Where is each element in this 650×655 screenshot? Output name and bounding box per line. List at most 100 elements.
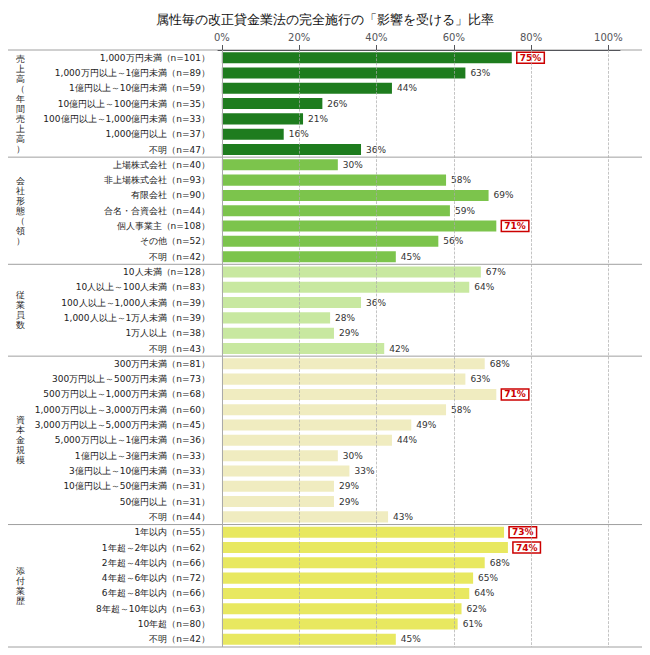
svg-text:規: 規 [16, 445, 25, 455]
svg-text:29%: 29% [339, 481, 359, 491]
svg-text:社: 社 [16, 186, 25, 196]
svg-text:64%: 64% [474, 588, 494, 598]
svg-text:59%: 59% [455, 206, 475, 216]
svg-text:（: （ [16, 216, 25, 226]
svg-text:1,000万円未満（n=101）: 1,000万円未満（n=101） [100, 53, 210, 63]
svg-text:属性毎の改正貸金業法の完全施行の「影響を受ける」比率: 属性毎の改正貸金業法の完全施行の「影響を受ける」比率 [156, 12, 494, 27]
svg-text:歴: 歴 [16, 596, 25, 606]
svg-text:16%: 16% [289, 129, 309, 139]
svg-text:個人事業主（n=108）: 個人事業主（n=108） [117, 221, 210, 231]
svg-text:26%: 26% [327, 99, 347, 109]
svg-text:売: 売 [16, 114, 25, 124]
svg-text:6年超～8年以内（n=66）: 6年超～8年以内（n=66） [102, 588, 210, 598]
svg-text:67%: 67% [486, 267, 506, 277]
svg-text:60%: 60% [443, 32, 465, 43]
svg-text:間: 間 [16, 104, 25, 114]
svg-text:42%: 42% [389, 344, 409, 354]
svg-text:500万円以上～1,000万円未満（n=68）: 500万円以上～1,000万円未満（n=68） [43, 389, 210, 399]
svg-text:）: ） [16, 236, 25, 246]
svg-text:売: 売 [16, 54, 25, 64]
svg-text:100%: 100% [594, 32, 623, 43]
svg-text:3,000万円以上～5,000万円未満（n=45）: 3,000万円以上～5,000万円未満（n=45） [35, 420, 210, 430]
svg-text:不明（n=42）: 不明（n=42） [149, 252, 210, 262]
svg-text:68%: 68% [490, 359, 510, 369]
svg-text:不明（n=44）: 不明（n=44） [149, 512, 210, 522]
svg-text:63%: 63% [470, 374, 490, 384]
svg-text:69%: 69% [494, 190, 514, 200]
svg-text:45%: 45% [401, 252, 421, 262]
svg-text:73%: 73% [512, 527, 534, 537]
svg-text:1,000億円以上（n=37）: 1,000億円以上（n=37） [106, 129, 210, 139]
svg-text:28%: 28% [335, 313, 355, 323]
svg-text:非上場株式会社（n=93）: 非上場株式会社（n=93） [104, 175, 210, 185]
svg-text:2年超～4年以内（n=66）: 2年超～4年以内（n=66） [102, 558, 210, 568]
svg-text:本: 本 [16, 425, 25, 435]
svg-text:形: 形 [16, 196, 25, 206]
svg-text:1年以内（n=55）: 1年以内（n=55） [135, 527, 210, 537]
svg-text:上: 上 [16, 124, 25, 134]
svg-text:29%: 29% [339, 328, 359, 338]
svg-text:模: 模 [16, 455, 25, 465]
svg-text:上: 上 [16, 64, 25, 74]
svg-text:30%: 30% [343, 160, 363, 170]
svg-text:（: （ [16, 84, 25, 94]
svg-text:1,000人以上～1万人未満（n=39）: 1,000人以上～1万人未満（n=39） [64, 313, 210, 323]
svg-text:付: 付 [16, 576, 25, 586]
svg-text:62%: 62% [467, 604, 487, 614]
svg-text:20%: 20% [288, 32, 310, 43]
svg-text:33%: 33% [354, 466, 374, 476]
svg-text:1,000万円以上～1億円未満（n=89）: 1,000万円以上～1億円未満（n=89） [55, 68, 210, 78]
svg-text:45%: 45% [401, 634, 421, 644]
svg-text:71%: 71% [504, 221, 526, 231]
svg-text:不明（n=43）: 不明（n=43） [149, 344, 210, 354]
svg-text:30%: 30% [343, 451, 363, 461]
svg-text:金: 金 [16, 435, 25, 445]
svg-text:業: 業 [16, 300, 25, 310]
svg-text:43%: 43% [393, 512, 413, 522]
svg-text:71%: 71% [504, 389, 526, 399]
svg-text:高: 高 [16, 74, 25, 84]
svg-text:74%: 74% [516, 543, 538, 553]
svg-text:65%: 65% [478, 573, 498, 583]
svg-text:44%: 44% [397, 435, 417, 445]
svg-text:64%: 64% [474, 282, 494, 292]
svg-text:）: ） [16, 144, 25, 154]
svg-text:100億円以上～1,000億円未満（n=33）: 100億円以上～1,000億円未満（n=33） [43, 114, 210, 124]
svg-text:1億円以上～3億円未満（n=33）: 1億円以上～3億円未満（n=33） [75, 451, 210, 461]
svg-text:44%: 44% [397, 83, 417, 93]
svg-text:有限会社（n=90）: 有限会社（n=90） [131, 190, 210, 200]
svg-text:10億円以上～50億円未満（n=31）: 10億円以上～50億円未満（n=31） [63, 481, 210, 491]
svg-text:0%: 0% [214, 32, 230, 43]
svg-text:100人以上～1,000人未満（n=39）: 100人以上～1,000人未満（n=39） [61, 298, 210, 308]
svg-text:10年超（n=80）: 10年超（n=80） [138, 619, 210, 629]
svg-text:50億円以上（n=31）: 50億円以上（n=31） [120, 497, 210, 507]
svg-text:80%: 80% [520, 32, 542, 43]
svg-text:4年超～6年以内（n=72）: 4年超～6年以内（n=72） [102, 573, 210, 583]
svg-text:63%: 63% [470, 68, 490, 78]
svg-text:資: 資 [16, 415, 25, 425]
svg-text:300万円以上～500万円未満（n=73）: 300万円以上～500万円未満（n=73） [52, 374, 210, 384]
svg-text:68%: 68% [490, 558, 510, 568]
svg-text:10人以上～100人未満（n=83）: 10人以上～100人未満（n=83） [76, 282, 210, 292]
svg-text:不明（n=47）: 不明（n=47） [149, 145, 210, 155]
svg-text:300万円未満（n=81）: 300万円未満（n=81） [114, 359, 210, 369]
svg-text:1万人以上（n=38）: 1万人以上（n=38） [126, 328, 210, 338]
svg-text:員: 員 [16, 310, 25, 320]
svg-text:1年超～2年以内（n=62）: 1年超～2年以内（n=62） [102, 543, 210, 553]
svg-text:会: 会 [16, 176, 25, 186]
svg-text:態: 態 [15, 206, 25, 216]
svg-text:1億円以上～10億円未満（n=59）: 1億円以上～10億円未満（n=59） [69, 83, 210, 93]
svg-text:1,000万円以上～3,000万円未満（n=60）: 1,000万円以上～3,000万円未満（n=60） [35, 405, 210, 415]
svg-text:合名・合資会社（n=44）: 合名・合資会社（n=44） [104, 206, 210, 216]
svg-text:業: 業 [16, 586, 25, 596]
svg-text:56%: 56% [443, 236, 463, 246]
svg-text:年: 年 [16, 94, 25, 104]
svg-text:5,000万円以上～1億円未満（n=36）: 5,000万円以上～1億円未満（n=36） [55, 435, 210, 445]
svg-text:10億円以上～100億円未満（n=35）: 10億円以上～100億円未満（n=35） [58, 99, 210, 109]
svg-text:21%: 21% [308, 114, 328, 124]
svg-text:不明（n=42）: 不明（n=42） [149, 634, 210, 644]
svg-text:領: 領 [16, 226, 25, 236]
svg-text:29%: 29% [339, 497, 359, 507]
svg-text:8年超～10年以内（n=63）: 8年超～10年以内（n=63） [96, 604, 210, 614]
svg-text:その他（n=52）: その他（n=52） [140, 236, 210, 246]
